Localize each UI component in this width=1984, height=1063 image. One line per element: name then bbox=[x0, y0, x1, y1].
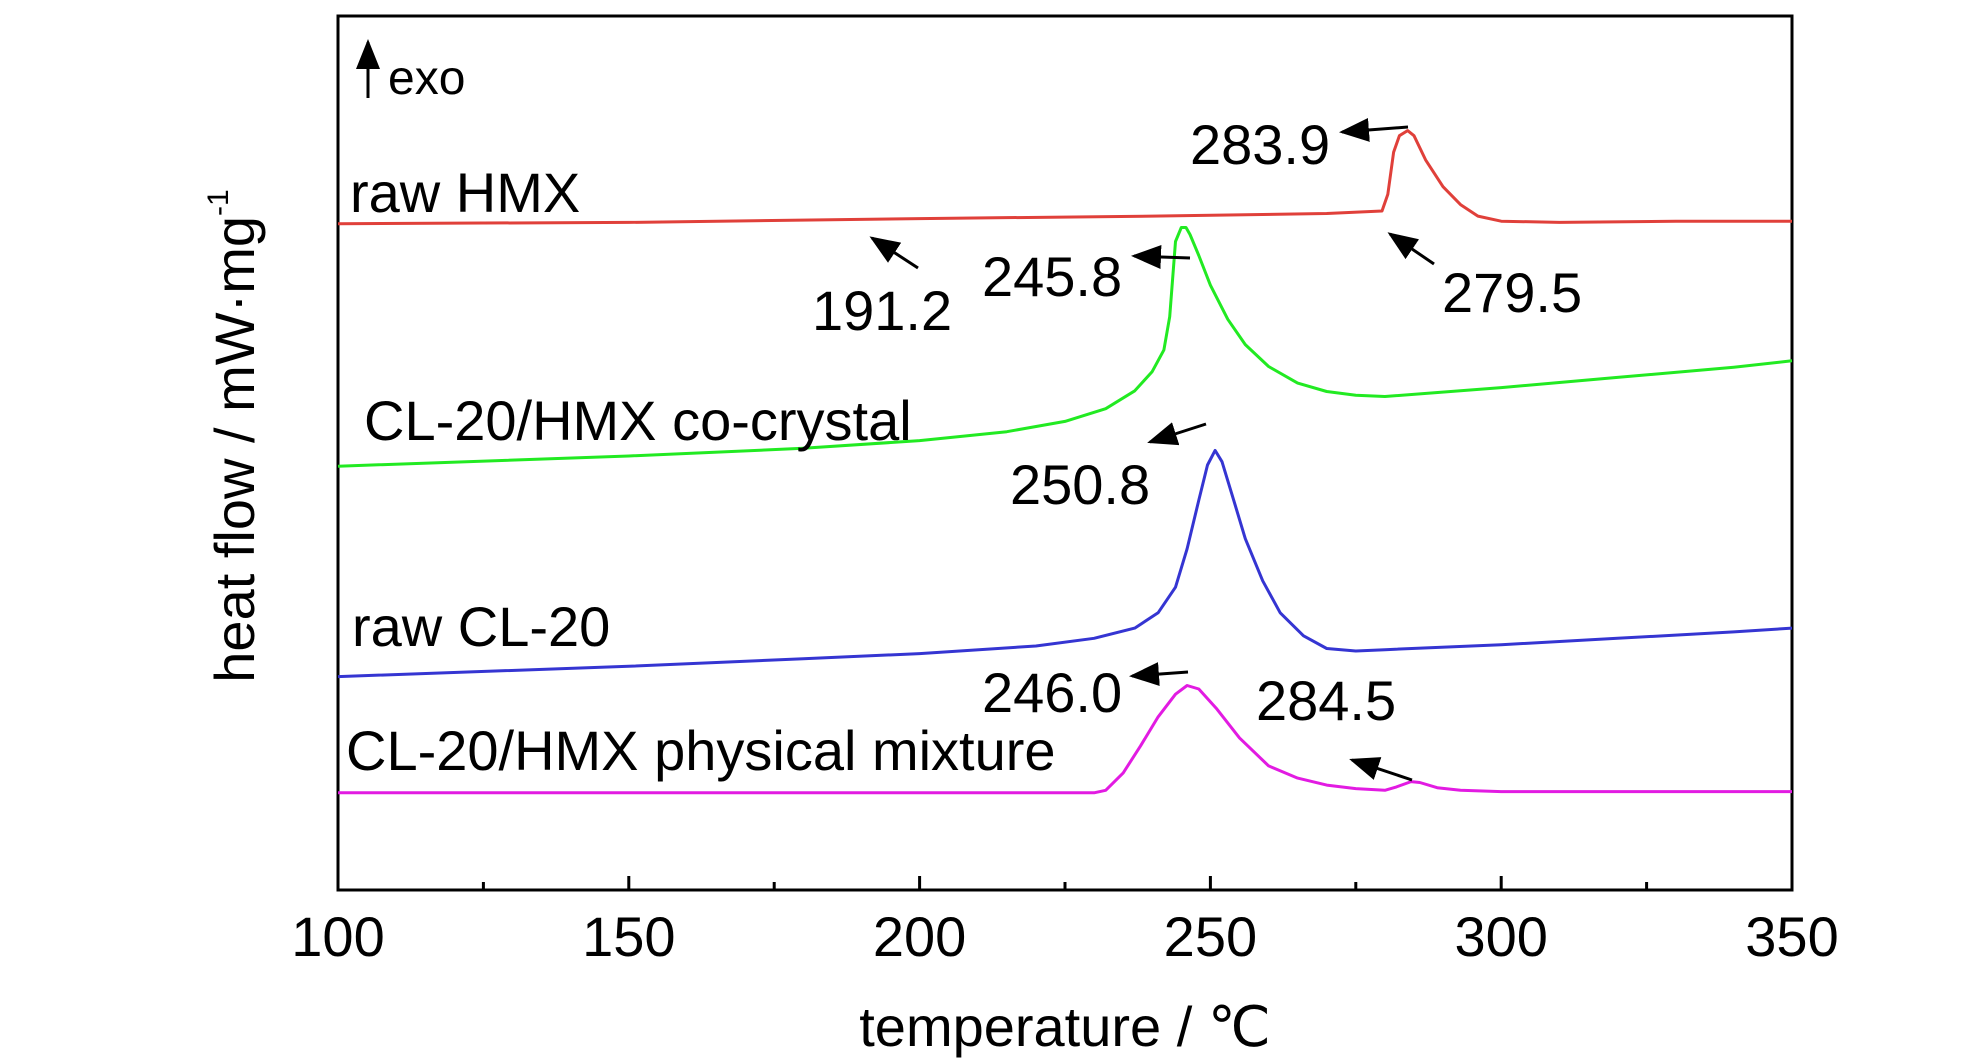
x-tick-label: 300 bbox=[1454, 905, 1547, 968]
annotation-arrow-icon bbox=[1131, 244, 1191, 269]
x-tick-label: 150 bbox=[582, 905, 675, 968]
x-axis-title: temperature / ℃ bbox=[859, 995, 1271, 1058]
annotation-arrow-icon bbox=[1349, 757, 1413, 782]
annotation-283-9: 283.9 bbox=[1190, 113, 1409, 176]
series-label-co-crystal: CL-20/HMX co-crystal bbox=[364, 389, 912, 452]
annotation-250-8: 250.8 bbox=[1010, 422, 1207, 516]
y-axis-title: heat flow / mW·mg-1 bbox=[202, 189, 266, 682]
annotation-245-8: 245.8 bbox=[982, 244, 1191, 308]
annotation-label: 246.0 bbox=[982, 661, 1122, 724]
x-tick-label: 350 bbox=[1745, 905, 1838, 968]
series-label-raw-cl20: raw CL-20 bbox=[352, 595, 610, 658]
y-axis-title-main: heat flow / mW·mg bbox=[203, 216, 266, 683]
annotation-arrow-icon bbox=[1129, 662, 1189, 687]
y-axis-title-text: heat flow / mW·mg-1 bbox=[202, 189, 266, 682]
x-tick-label: 250 bbox=[1164, 905, 1257, 968]
annotation-label: 279.5 bbox=[1442, 261, 1582, 324]
annotation-279-5: 279.5 bbox=[1387, 232, 1582, 324]
annotation-arrow-icon bbox=[1387, 232, 1435, 266]
series-line-3 bbox=[338, 684, 1792, 795]
annotation-label: 284.5 bbox=[1256, 669, 1396, 732]
series-line-0 bbox=[337, 129, 1792, 226]
annotation-label: 245.8 bbox=[982, 245, 1122, 308]
x-tick-label: 200 bbox=[873, 905, 966, 968]
series-line-2 bbox=[337, 448, 1793, 679]
annotation-246-0: 246.0 bbox=[982, 661, 1189, 724]
series-label-raw-hmx: raw HMX bbox=[350, 161, 580, 224]
y-axis-title-sup: -1 bbox=[202, 189, 235, 216]
annotation-label: 191.2 bbox=[812, 279, 952, 342]
exo-indicator: exo bbox=[356, 39, 465, 105]
annotation-label: 283.9 bbox=[1190, 113, 1330, 176]
series-layer bbox=[337, 129, 1793, 795]
annotation-label: 250.8 bbox=[1010, 453, 1150, 516]
x-axis: 100 150 200 250 300 350 bbox=[291, 876, 1839, 968]
exo-label: exo bbox=[388, 52, 465, 105]
x-tick-label: 100 bbox=[291, 905, 384, 968]
annotation-arrow-icon bbox=[869, 236, 919, 270]
annotation-arrow-icon bbox=[1339, 117, 1409, 142]
series-line-1 bbox=[337, 226, 1793, 468]
annotation-191-2: 191.2 bbox=[812, 236, 952, 342]
annotation-284-5: 284.5 bbox=[1256, 669, 1413, 782]
annotation-arrow-icon bbox=[1147, 422, 1207, 446]
series-label-physical-mixture: CL-20/HMX physical mixture bbox=[346, 719, 1056, 782]
